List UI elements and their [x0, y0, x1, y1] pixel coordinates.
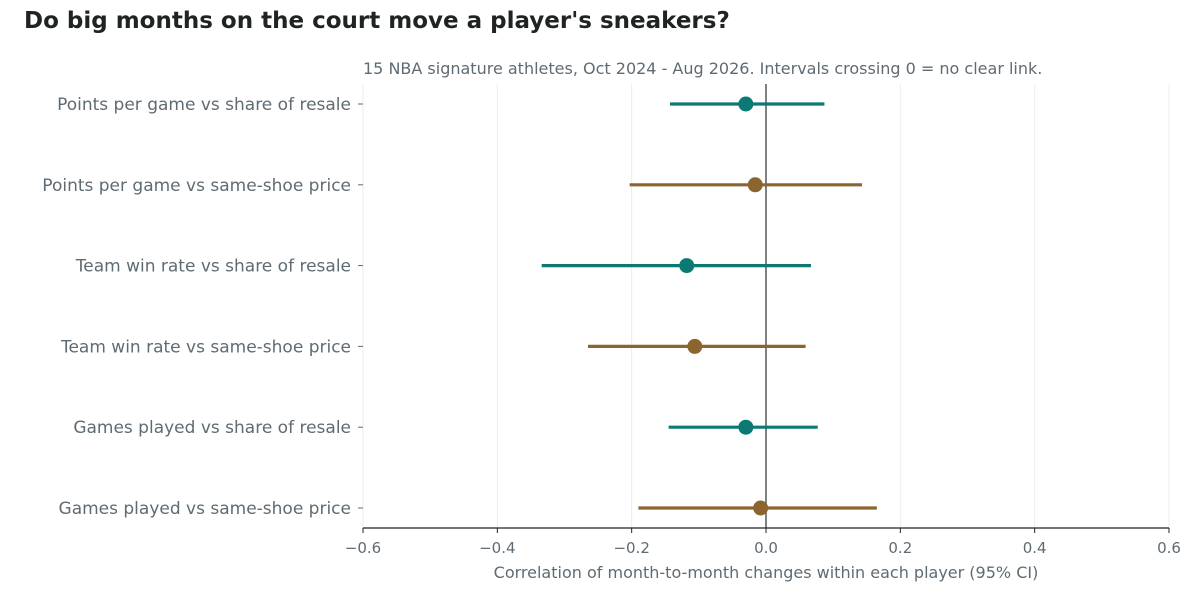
- point-estimate: [753, 500, 769, 516]
- row-label: Points per game vs share of resale: [57, 95, 351, 115]
- row-label: Games played vs share of resale: [73, 418, 351, 438]
- point-estimate: [738, 96, 754, 112]
- interval-marks: [541, 96, 877, 516]
- point-estimate: [687, 338, 703, 354]
- chart-title: Do big months on the court move a player…: [24, 8, 730, 34]
- x-tick-label: 0.4: [1023, 539, 1047, 557]
- row-label: Team win rate vs same-shoe price: [60, 337, 351, 357]
- x-tick-label: 0.6: [1157, 539, 1181, 557]
- x-tick-label: −0.4: [479, 539, 515, 557]
- x-axis-label: Correlation of month-to-month changes wi…: [494, 563, 1039, 582]
- x-tick-label: −0.2: [613, 539, 649, 557]
- row-label: Games played vs same-shoe price: [59, 499, 351, 519]
- row-labels: Points per game vs share of resale Points…: [42, 95, 363, 519]
- row-label: Team win rate vs share of resale: [75, 257, 351, 277]
- x-axis: −0.6 −0.4 −0.2 0.0 0.2 0.4 0.6: [345, 527, 1181, 557]
- row-label: Points per game vs same-shoe price: [42, 176, 351, 196]
- point-estimate: [747, 177, 763, 193]
- x-tick-label: 0.2: [888, 539, 912, 557]
- x-tick-label: −0.6: [345, 539, 381, 557]
- chart-subtitle: 15 NBA signature athletes, Oct 2024 - Au…: [363, 59, 1043, 78]
- point-estimate: [738, 419, 754, 435]
- point-estimate: [679, 258, 695, 274]
- x-tick-label: 0.0: [754, 539, 778, 557]
